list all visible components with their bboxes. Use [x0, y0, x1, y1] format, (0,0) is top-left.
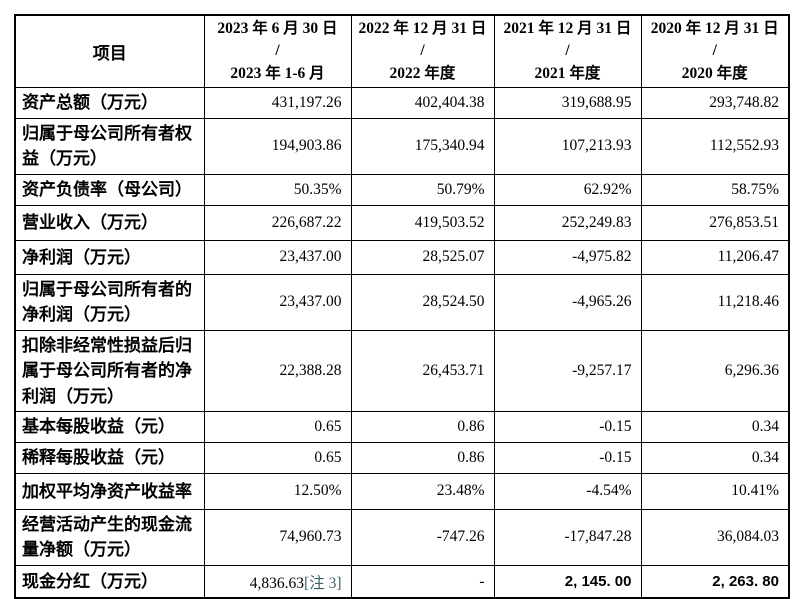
cell-value: 10.41%: [640, 472, 790, 510]
row-label: 加权平均净资产收益率: [14, 472, 205, 510]
cell-value: 431,197.26: [203, 87, 352, 119]
row-label: 基本每股收益（元）: [14, 411, 205, 443]
cell-value: 12.50%: [203, 472, 352, 510]
cell-value: -4,965.26: [493, 273, 642, 331]
header-period: 2023 年 1-6 月: [230, 64, 325, 82]
cell-value: -17,847.28: [493, 508, 642, 566]
header-slash: /: [275, 42, 280, 60]
cell-value: 226,687.22: [203, 204, 352, 241]
cell-value: 4,836.63[注 3]: [203, 564, 352, 599]
table-header-row: 项目 2023 年 6 月 30 日 / 2023 年 1-6 月 2022 年…: [14, 14, 790, 89]
cell-value: 0.34: [640, 441, 790, 474]
cell-value: 175,340.94: [350, 117, 495, 175]
row-label: 资产负债率（母公司）: [14, 173, 205, 206]
cell-value: 11,206.47: [640, 239, 790, 275]
cell-value: -0.15: [493, 441, 642, 474]
table-row: 经营活动产生的现金流量净额（万元） 74,960.73 -747.26 -17,…: [14, 508, 790, 566]
cell-value: -4,975.82: [493, 239, 642, 275]
header-period: 2022 年度: [389, 64, 456, 82]
header-col-2021: 2021 年 12 月 31 日 / 2021 年度: [493, 14, 642, 89]
header-slash: /: [712, 42, 717, 60]
header-slash: /: [565, 42, 570, 60]
header-date: 2021 年 12 月 31 日: [503, 20, 632, 37]
row-label: 营业收入（万元）: [14, 204, 205, 241]
cell-value: 26,453.71: [350, 329, 495, 413]
cell-value: 6,296.36: [640, 329, 790, 413]
cell-value: 22,388.28: [203, 329, 352, 413]
cell-value: 74,960.73: [203, 508, 352, 566]
cell-value: 2, 263. 80: [640, 564, 790, 599]
table-row: 扣除非经常性损益后归属于母公司所有者的净利润（万元） 22,388.28 26,…: [14, 329, 790, 413]
cell-value: 293,748.82: [640, 87, 790, 119]
cell-value: 0.65: [203, 441, 352, 474]
cell-value: -9,257.17: [493, 329, 642, 413]
header-date: 2022 年 12 月 31 日: [358, 20, 487, 37]
cell-value: 276,853.51: [640, 204, 790, 241]
cell-value: -747.26: [350, 508, 495, 566]
cell-value: 112,552.93: [640, 117, 790, 175]
row-label: 归属于母公司所有者的净利润（万元）: [14, 273, 205, 331]
table-row: 基本每股收益（元） 0.65 0.86 -0.15 0.34: [14, 411, 790, 443]
table-row: 营业收入（万元） 226,687.22 419,503.52 252,249.8…: [14, 204, 790, 241]
cash-dividend-value: 4,836.63: [249, 574, 305, 592]
row-label: 扣除非经常性损益后归属于母公司所有者的净利润（万元）: [14, 329, 205, 413]
table-row: 资产总额（万元） 431,197.26 402,404.38 319,688.9…: [14, 87, 790, 119]
header-slash: /: [420, 42, 425, 60]
cell-value: 0.86: [350, 441, 495, 474]
row-label: 归属于母公司所有者权益（万元）: [14, 117, 205, 175]
cell-value: -: [350, 564, 495, 599]
cell-value: 23.48%: [350, 472, 495, 510]
cell-value: -4.54%: [493, 472, 642, 510]
row-label: 资产总额（万元）: [14, 87, 205, 119]
cell-value: 319,688.95: [493, 87, 642, 119]
cell-value: 0.86: [350, 411, 495, 443]
cell-value: 252,249.83: [493, 204, 642, 241]
table-row: 归属于母公司所有者权益（万元） 194,903.86 175,340.94 10…: [14, 117, 790, 175]
cell-value: 194,903.86: [203, 117, 352, 175]
table-row: 现金分红（万元） 4,836.63[注 3] - 2, 145. 00 2, 2…: [14, 564, 790, 599]
row-label: 净利润（万元）: [14, 239, 205, 275]
header-col-2023: 2023 年 6 月 30 日 / 2023 年 1-6 月: [203, 14, 352, 89]
cell-value: 23,437.00: [203, 273, 352, 331]
header-col-2022: 2022 年 12 月 31 日 / 2022 年度: [350, 14, 495, 89]
header-date: 2023 年 6 月 30 日: [217, 20, 338, 37]
table-row: 资产负债率（母公司） 50.35% 50.79% 62.92% 58.75%: [14, 173, 790, 206]
cell-value: 0.34: [640, 411, 790, 443]
table-row: 净利润（万元） 23,437.00 28,525.07 -4,975.82 11…: [14, 239, 790, 275]
cell-value: 28,525.07: [350, 239, 495, 275]
header-period: 2020 年度: [681, 64, 748, 82]
header-col-2020: 2020 年 12 月 31 日 / 2020 年度: [640, 14, 790, 89]
header-date: 2020 年 12 月 31 日: [650, 20, 779, 37]
footnote-ref: [注 3]: [304, 574, 342, 592]
table-row: 归属于母公司所有者的净利润（万元） 23,437.00 28,524.50 -4…: [14, 273, 790, 331]
row-label: 经营活动产生的现金流量净额（万元）: [14, 508, 205, 566]
table-row: 稀释每股收益（元） 0.65 0.86 -0.15 0.34: [14, 441, 790, 474]
table-row: 加权平均净资产收益率 12.50% 23.48% -4.54% 10.41%: [14, 472, 790, 510]
cell-value: 11,218.46: [640, 273, 790, 331]
cell-value: -0.15: [493, 411, 642, 443]
cell-value: 0.65: [203, 411, 352, 443]
header-item: 项目: [14, 14, 205, 89]
financial-summary-table: 项目 2023 年 6 月 30 日 / 2023 年 1-6 月 2022 年…: [14, 14, 790, 599]
cell-value: 50.35%: [203, 173, 352, 206]
cell-value: 58.75%: [640, 173, 790, 206]
row-label: 现金分红（万元）: [14, 564, 205, 599]
cell-value: 23,437.00: [203, 239, 352, 275]
cell-value: 50.79%: [350, 173, 495, 206]
header-period: 2021 年度: [534, 64, 601, 82]
cell-value: 28,524.50: [350, 273, 495, 331]
row-label: 稀释每股收益（元）: [14, 441, 205, 474]
cell-value: 36,084.03: [640, 508, 790, 566]
cell-value: 107,213.93: [493, 117, 642, 175]
cell-value: 2, 145. 00: [493, 564, 642, 599]
cell-value: 402,404.38: [350, 87, 495, 119]
cell-value: 62.92%: [493, 173, 642, 206]
cell-value: 419,503.52: [350, 204, 495, 241]
